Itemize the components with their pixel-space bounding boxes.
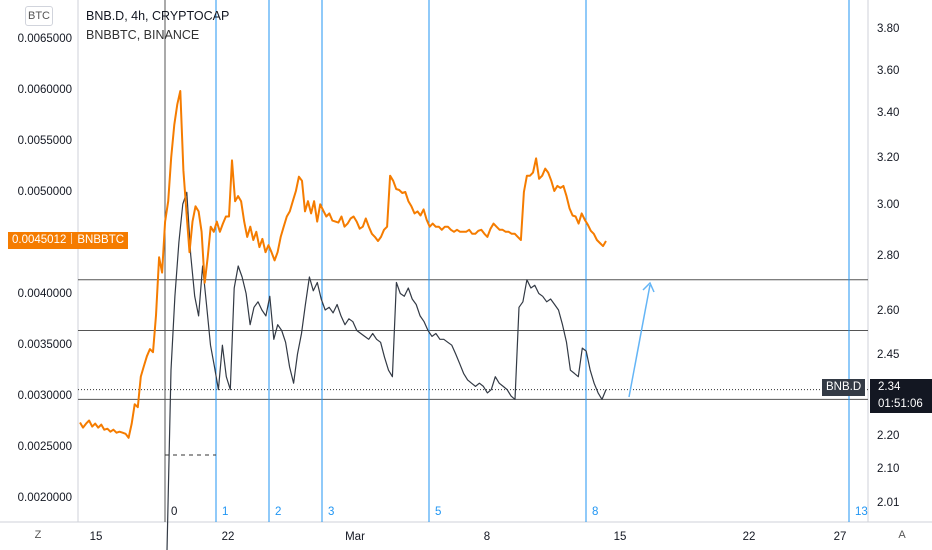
time-axis-tick-label: 15 xyxy=(614,531,627,543)
right-axis-tick-label: 3.60 xyxy=(877,65,899,77)
time-axis-tick-label: Mar xyxy=(345,531,365,543)
time-axis-tick-label: 22 xyxy=(743,531,756,543)
left-axis-tick-label: 0.0050000 xyxy=(18,186,72,198)
fib-time-zones: 0 1 2 3 5 8 13 xyxy=(164,0,868,522)
right-axis-tick-label: 2.20 xyxy=(877,430,899,442)
fib-time-zone-label: 5 xyxy=(435,506,441,518)
right-price-axis[interactable]: 3.80 3.60 3.40 3.20 3.00 2.80 2.60 2.45 2.20 2.10… xyxy=(877,23,899,509)
time-axis-tick-label: 27 xyxy=(834,531,847,543)
trend-arrow-head xyxy=(642,281,655,293)
bnbbtc-price-value: 0.0045012 xyxy=(12,234,67,246)
legend-main: BNB.D, 4h, CRYPTOCAP xyxy=(86,9,229,23)
fib-time-zone-label: 13 xyxy=(855,506,868,518)
fib-time-zone-label: 2 xyxy=(275,506,281,518)
bnbbtc-price-tag: 0.0045012 BNBBTC xyxy=(8,232,129,249)
trend-arrow-shaft xyxy=(628,284,651,398)
bnbbtc-price-name: BNBBTC xyxy=(77,234,125,246)
right-axis-tick-label: 2.60 xyxy=(877,305,899,317)
left-axis-tick-label: 0.0055000 xyxy=(18,135,72,147)
time-axis-tick-label: 8 xyxy=(484,531,490,543)
fib-time-zone-label: 0 xyxy=(171,506,177,518)
right-axis-tick-label: 3.40 xyxy=(877,107,899,119)
left-axis-tick-label: 0.0060000 xyxy=(18,84,72,96)
right-axis-tick-label: 2.80 xyxy=(877,250,899,262)
left-price-axis[interactable]: 0.0065000 0.0060000 0.0055000 0.0050000 0.00… xyxy=(18,33,72,504)
bar-countdown-tag: 01:51:06 xyxy=(870,396,932,413)
annotations xyxy=(165,281,655,456)
right-axis-tick-label: 2.45 xyxy=(877,349,899,361)
auto-scale-button[interactable]: A xyxy=(892,527,912,545)
left-axis-tick-label: 0.0065000 xyxy=(18,33,72,45)
fib-time-zone-label: 3 xyxy=(328,506,334,518)
fib-time-zone-label: 8 xyxy=(592,506,598,518)
right-axis-tick-label: 2.10 xyxy=(877,463,899,475)
bnbd-price-tag: 2.34 xyxy=(870,379,932,396)
left-axis-tick-label: 0.0025000 xyxy=(18,441,72,453)
right-axis-tick-label: 2.01 xyxy=(877,497,899,509)
legend-compare: BNBBTC, BINANCE xyxy=(86,28,199,42)
left-axis-tick-label: 0.0035000 xyxy=(18,339,72,351)
right-axis-tick-label: 3.00 xyxy=(877,199,899,211)
bnbbtc-series xyxy=(79,90,607,439)
time-axis[interactable]: 15 22 Mar 8 15 22 27 xyxy=(90,531,847,543)
fib-time-zone-label: 1 xyxy=(222,506,228,518)
timezone-button[interactable]: Z xyxy=(28,527,48,545)
bnbd-name-tag: BNB.D xyxy=(822,379,866,396)
right-axis-tick-label: 3.80 xyxy=(877,23,899,35)
bnbbtc-line xyxy=(79,90,607,439)
bnbd-line xyxy=(166,191,607,550)
time-axis-tick-label: 15 xyxy=(90,531,103,543)
horizontal-lines xyxy=(78,279,868,400)
left-axis-tick-label: 0.0040000 xyxy=(18,288,72,300)
right-axis-tick-label: 3.20 xyxy=(877,152,899,164)
time-axis-tick-label: 22 xyxy=(222,531,235,543)
currency-button[interactable]: BTC xyxy=(25,6,53,26)
left-axis-tick-label: 0.0020000 xyxy=(18,492,72,504)
bnbd-series xyxy=(166,191,607,550)
left-axis-tick-label: 0.0030000 xyxy=(18,390,72,402)
